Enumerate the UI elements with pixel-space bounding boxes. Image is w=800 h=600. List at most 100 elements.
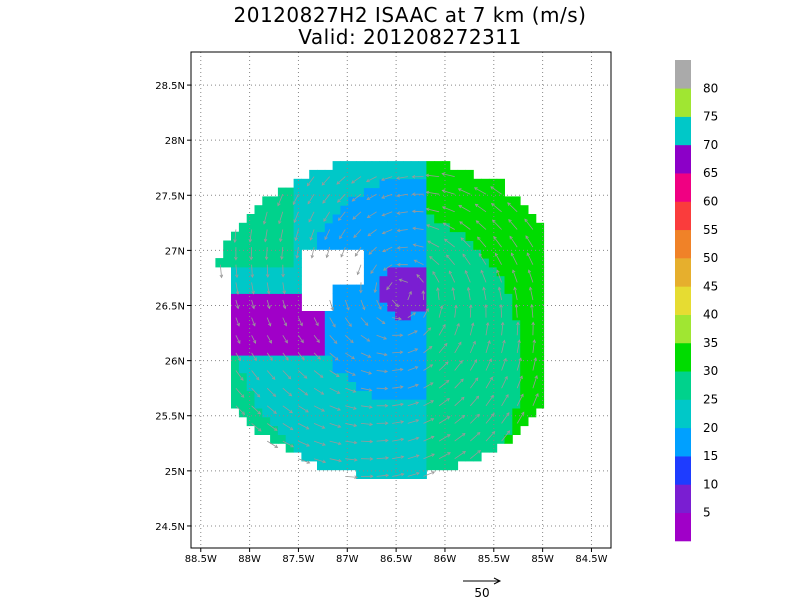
field-cell (277, 205, 287, 215)
wind-vector (345, 405, 357, 410)
wind-vector (454, 341, 462, 354)
wind-vector (396, 176, 408, 179)
field-cell (426, 372, 435, 382)
wind-vector-head (396, 211, 401, 215)
wind-vector (282, 423, 294, 431)
field-cell (262, 311, 271, 321)
wind-vector-head (459, 360, 463, 364)
field-cell (465, 416, 474, 427)
field-cell (262, 240, 271, 250)
field-cell (395, 249, 404, 259)
field-cell (403, 222, 412, 233)
field-cell (293, 363, 302, 374)
field-cell (387, 222, 396, 233)
field-cell (418, 249, 427, 259)
field-cell (246, 328, 255, 338)
field-cell (387, 205, 396, 215)
field-cell (363, 434, 373, 444)
field-cell (371, 434, 380, 444)
wind-vector (500, 304, 502, 318)
field-cell (277, 408, 287, 418)
field-cell (363, 425, 373, 435)
wind-vector-head (352, 216, 357, 220)
wind-vector (495, 253, 502, 265)
field-cell (504, 196, 513, 206)
field-cell (481, 249, 490, 259)
field-cell (387, 240, 396, 250)
field-cell (340, 399, 349, 409)
field-cell (246, 222, 255, 233)
field-cell (387, 311, 396, 321)
wind-vector (467, 287, 471, 301)
field-cell (504, 416, 513, 427)
field-cell (324, 328, 334, 338)
field-cell (512, 214, 521, 224)
field-cell (340, 231, 349, 241)
wind-vector-head (337, 199, 341, 203)
field-cell (387, 319, 396, 330)
field-cell (395, 460, 404, 471)
field-cell (504, 293, 513, 303)
field-cell (363, 293, 373, 303)
wind-vector (496, 270, 502, 283)
field-cell (270, 284, 279, 294)
field-cell (309, 416, 318, 427)
field-cell (332, 372, 341, 382)
field-cell (426, 231, 435, 241)
field-cell (504, 311, 513, 321)
wind-vector (381, 193, 393, 199)
field-cell (504, 390, 513, 400)
field-cell (395, 434, 404, 444)
wind-vector-head (373, 289, 378, 294)
wind-vector-head (381, 320, 386, 325)
field-cell (379, 205, 388, 215)
wind-vector-head (262, 220, 267, 225)
wind-vector (339, 229, 346, 239)
field-cell (254, 302, 263, 312)
field-cell (348, 355, 357, 365)
wind-vector-head (484, 304, 488, 308)
colorbar-swatch (675, 427, 691, 457)
field-cell (332, 363, 341, 374)
field-cell (270, 214, 279, 224)
field-cell (340, 240, 349, 250)
wind-vector-head (366, 214, 371, 219)
field-cell (324, 408, 334, 418)
wind-vector (263, 211, 268, 225)
field-cell (254, 275, 263, 286)
wind-vector (282, 387, 292, 397)
field-cell (496, 355, 505, 365)
field-cell (387, 214, 396, 224)
field-cell (535, 249, 545, 259)
field-cell (426, 275, 435, 286)
x-tick-label: 88.5W (185, 554, 217, 565)
field-cell (348, 178, 357, 189)
wind-vector (524, 218, 534, 230)
colorbar-swatch (675, 88, 691, 117)
field-cell (442, 275, 451, 286)
field-cell (340, 460, 349, 471)
wind-vector (423, 327, 431, 336)
field-cell (528, 355, 537, 365)
colorbar-swatch (675, 456, 691, 485)
field-cell (356, 302, 365, 312)
field-cell (473, 249, 482, 259)
field-cell (285, 302, 294, 312)
field-cell (528, 363, 537, 374)
wind-vector (392, 473, 404, 477)
wind-vector-head (336, 181, 340, 185)
field-cell (418, 266, 427, 277)
wind-vector (329, 387, 340, 394)
wind-vector-head (289, 409, 293, 414)
field-cell (403, 425, 412, 435)
wind-vector (423, 346, 433, 354)
y-tick-label: 26N (165, 357, 185, 368)
field-cell (520, 275, 529, 286)
wind-vector (449, 270, 456, 283)
wind-vector (340, 246, 346, 258)
field-cell (395, 416, 404, 427)
field-cell (403, 178, 412, 189)
wind-vector (516, 394, 524, 406)
field-cell (504, 355, 513, 365)
field-cell (442, 346, 451, 356)
